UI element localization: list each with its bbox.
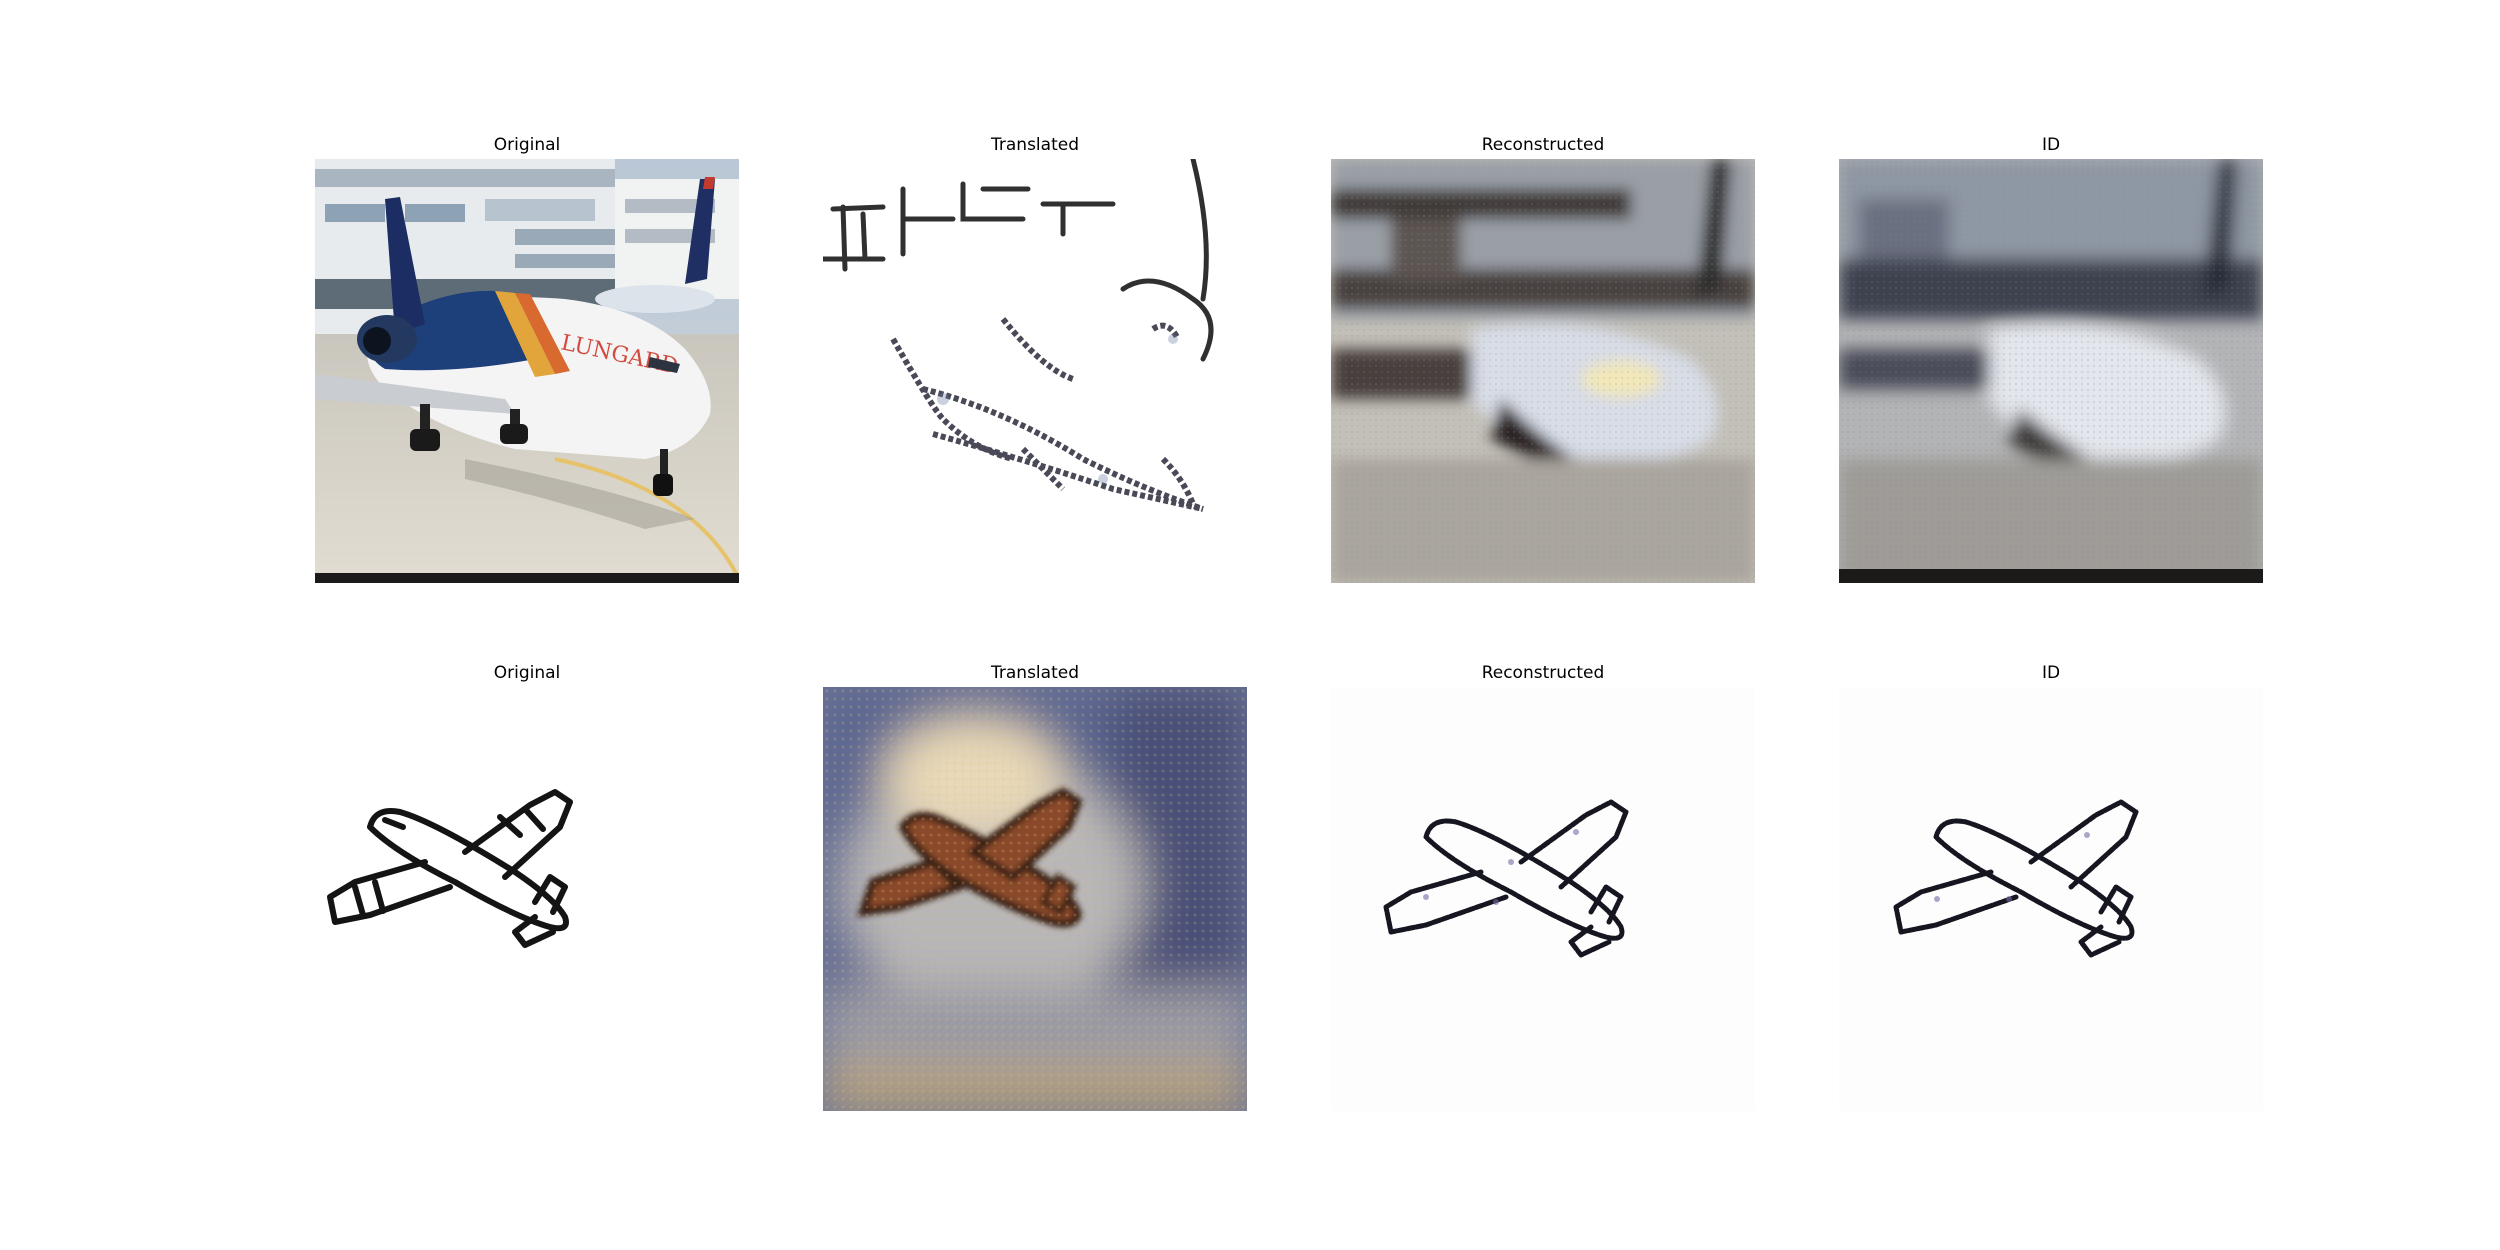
panel-title: Original: [493, 135, 561, 155]
reconstructed-sketch-image: [1331, 687, 1755, 1111]
panel-title: Reconstructed: [1481, 135, 1605, 155]
original-photo-image: LUNGARD: [315, 159, 739, 583]
panel-title: Original: [493, 663, 561, 683]
original-sketch-image: [315, 687, 739, 1111]
id-photo-image: [1839, 159, 2263, 583]
id-sketch-image: [1839, 687, 2263, 1111]
reconstructed-photo-image: [1331, 159, 1755, 583]
panel-title: ID: [2041, 135, 2061, 155]
panel-title: ID: [2041, 663, 2061, 683]
panel-title: Reconstructed: [1481, 663, 1605, 683]
panel-title: Translated: [991, 663, 1079, 683]
translated-color-image: [823, 687, 1247, 1111]
panel-title: Translated: [991, 135, 1079, 155]
translated-sketch-image: [823, 159, 1247, 583]
